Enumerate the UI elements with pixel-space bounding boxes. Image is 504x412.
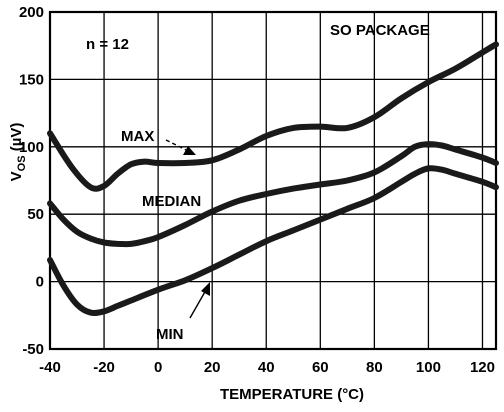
grid bbox=[50, 12, 496, 349]
plot-frame bbox=[48, 10, 498, 351]
x-tick-label: 0 bbox=[154, 359, 162, 376]
y-axis-label: VOS (µV) bbox=[8, 123, 28, 182]
y-tick-label: 100 bbox=[19, 139, 44, 156]
min-arrowhead bbox=[201, 282, 210, 296]
y-tick-label: -50 bbox=[22, 341, 44, 358]
y-tick-labels: 200 150 100 50 0 -50 bbox=[19, 4, 44, 358]
max-label-arrow bbox=[165, 139, 187, 151]
y-axis-label-sub: OS bbox=[16, 155, 28, 171]
x-tick-label: -40 bbox=[39, 359, 61, 376]
y-axis-label-unit: (µV) bbox=[8, 123, 25, 156]
series-label-max: MAX bbox=[121, 128, 154, 145]
min-label-arrow bbox=[189, 289, 207, 319]
y-axis-label-main: V bbox=[8, 171, 25, 181]
x-tick-label: 40 bbox=[258, 359, 275, 376]
y-tick-label: 200 bbox=[19, 4, 44, 21]
y-tick-label: 50 bbox=[27, 206, 44, 223]
series-line-median bbox=[47, 141, 499, 248]
y-tick-label: 0 bbox=[36, 274, 44, 291]
x-tick-labels: -40 -20 0 20 40 60 80 100 120 bbox=[39, 359, 495, 376]
max-arrowhead bbox=[183, 146, 196, 155]
y-tick-label: 150 bbox=[19, 71, 44, 88]
x-tick-label: 100 bbox=[416, 359, 441, 376]
x-tick-label: -20 bbox=[93, 359, 115, 376]
sample-count-label: n = 12 bbox=[86, 36, 129, 53]
series-label-min: MIN bbox=[156, 326, 184, 343]
x-axis-label: TEMPERATURE (°C) bbox=[220, 386, 364, 403]
x-tick-label: 60 bbox=[312, 359, 329, 376]
series-lines bbox=[47, 41, 499, 317]
x-tick-label: 80 bbox=[366, 359, 383, 376]
x-tick-label: 20 bbox=[204, 359, 221, 376]
series-line-min bbox=[47, 165, 499, 317]
x-tick-label: 120 bbox=[470, 359, 495, 376]
package-label: SO PACKAGE bbox=[330, 22, 430, 39]
series-label-median: MEDIAN bbox=[142, 193, 201, 210]
series-line-max bbox=[47, 41, 499, 192]
